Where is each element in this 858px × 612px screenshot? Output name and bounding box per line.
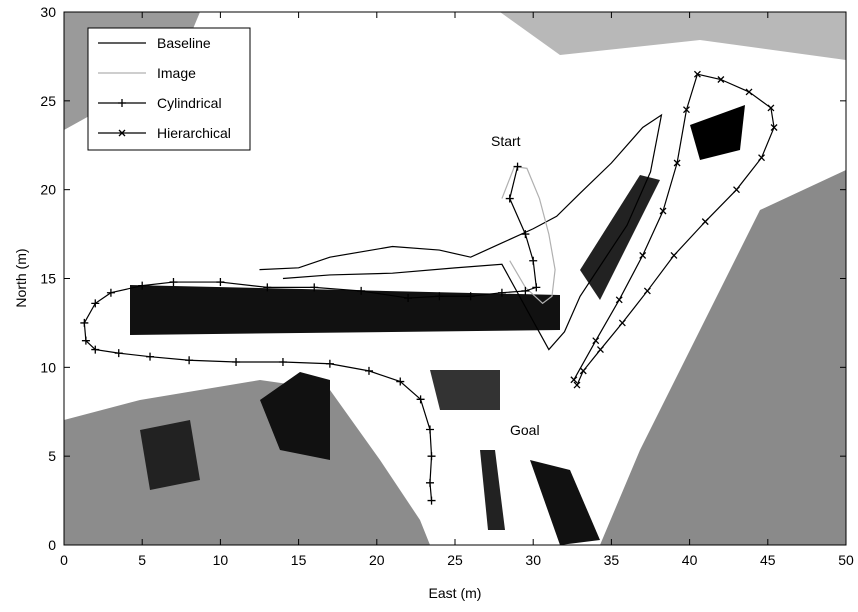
- legend-label: Image: [157, 65, 196, 81]
- x-tick-label: 15: [291, 552, 307, 568]
- annotation: Start: [491, 133, 521, 149]
- x-axis-label: East (m): [429, 585, 482, 601]
- x-tick-label: 10: [213, 552, 229, 568]
- x-tick-label: 0: [60, 552, 68, 568]
- annotation: Goal: [510, 422, 540, 438]
- y-tick-label: 20: [40, 182, 56, 198]
- y-tick-label: 10: [40, 359, 56, 375]
- y-tick-label: 25: [40, 93, 56, 109]
- y-tick-label: 30: [40, 4, 56, 20]
- legend-label: Baseline: [157, 35, 211, 51]
- x-tick-label: 30: [525, 552, 541, 568]
- chart: Start Goal East (m) North (m) 0 5 10 15 20 25…: [0, 0, 858, 607]
- x-tick-label: 25: [447, 552, 463, 568]
- legend-label: Cylindrical: [157, 95, 222, 111]
- legend-label: Hierarchical: [157, 125, 231, 141]
- y-tick-label: 0: [48, 537, 56, 553]
- x-tick-label: 45: [760, 552, 776, 568]
- x-tick-label: 35: [604, 552, 620, 568]
- y-tick-label: 15: [40, 271, 56, 287]
- x-tick-label: 20: [369, 552, 385, 568]
- x-tick-label: 40: [682, 552, 698, 568]
- y-axis-label: North (m): [13, 248, 29, 307]
- x-tick-label: 50: [838, 552, 854, 568]
- x-tick-label: 5: [138, 552, 146, 568]
- y-tick-label: 5: [48, 448, 56, 464]
